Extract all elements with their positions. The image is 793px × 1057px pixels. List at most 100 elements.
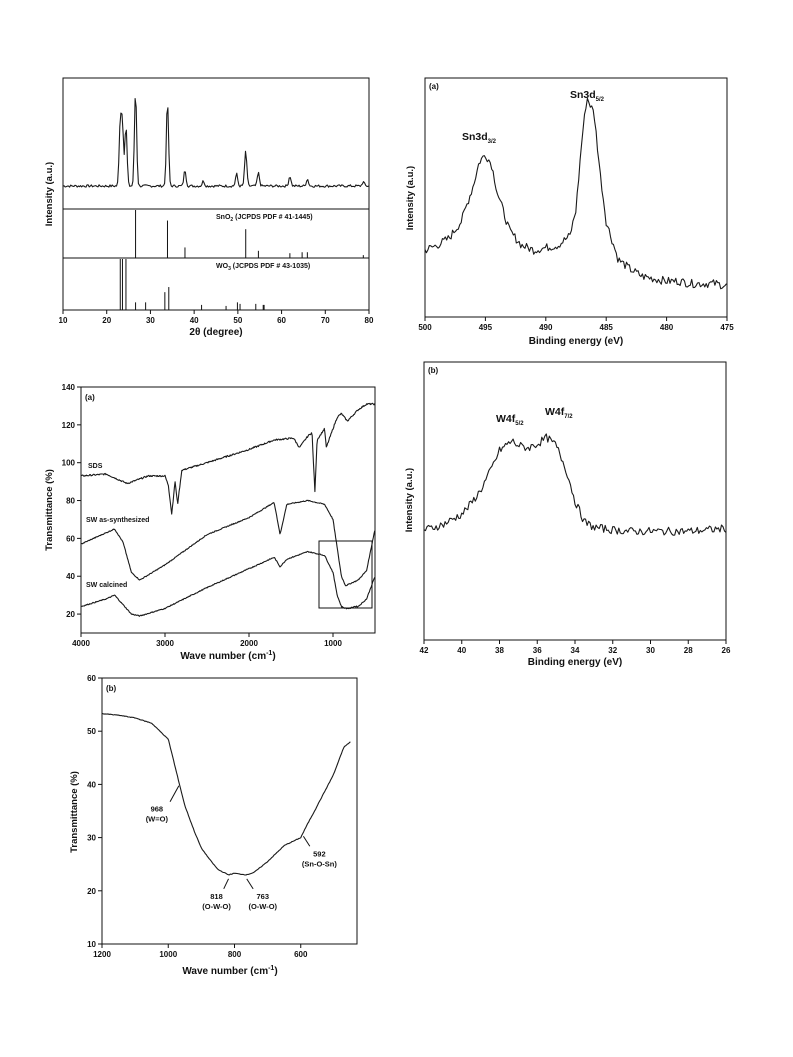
xrd-x-tick-label: 50 xyxy=(233,316,242,325)
xrd-x-axis-label: 2θ (degree) xyxy=(189,327,242,338)
ftir-b-y-ticks: 10 20 30 40 50 60 xyxy=(87,674,102,949)
sw-as-synthesized-series-label: SW as-synthesized xyxy=(86,517,149,524)
annotation-leader xyxy=(169,785,180,802)
w4f-x-tick-label: 42 xyxy=(420,646,429,655)
ftir-b-x-tick-label: 600 xyxy=(294,950,308,959)
ftir-b-y-tick-label: 30 xyxy=(87,834,96,843)
w4f-spectrum-line xyxy=(423,433,727,536)
w4f-x-tick-label: 38 xyxy=(495,646,504,655)
annotation-assignment: (O-W-O) xyxy=(248,902,277,911)
ftir-b-x-ticks: 1200 1000 800 600 xyxy=(93,944,308,959)
xrd-y-axis-label: Intensity (a.u.) xyxy=(44,162,55,226)
sn3d-5-2-peak-label: Sn3d5/2 xyxy=(570,89,605,103)
xps-sn3d-panel: (a) Sn3d3/2 Sn3d5/2 500 495 490 485 480 475 B… xyxy=(405,77,734,347)
xrd-x-tick-label: 80 xyxy=(365,316,374,325)
ftir-a-x-tick-label: 2000 xyxy=(240,639,258,648)
sn3d-x-tick-label: 485 xyxy=(600,323,614,332)
ftir-a-x-ticks: 4000 3000 2000 1000 xyxy=(72,633,342,648)
ftir-zoom-box xyxy=(318,540,373,609)
ftir-b-annotations: 968(W=O)818(O-W-O)763(O-W-O)592(Sn-O-Sn) xyxy=(146,785,337,911)
ftir-a-x-tick-label: 1000 xyxy=(324,639,342,648)
w4f-x-axis-label: Binding energy (eV) xyxy=(528,657,622,668)
ftir-b-y-tick-label: 10 xyxy=(87,940,96,949)
w4f-5-2-peak-label: W4f5/2 xyxy=(496,413,524,427)
ftir-a-x-tick-label: 3000 xyxy=(156,639,174,648)
ftir-a-y-tick-label: 100 xyxy=(62,459,76,468)
ftir-a-panel-label: (a) xyxy=(85,393,95,402)
ftir-a-y-tick-label: 20 xyxy=(66,610,75,619)
annotation-assignment: (W=O) xyxy=(146,815,169,824)
w4f-x-tick-label: 26 xyxy=(722,646,731,655)
xps-w4f-plot-frame xyxy=(423,361,727,641)
annotation-assignment: (O-W-O) xyxy=(202,902,231,911)
annotation-wavenumber: 968 xyxy=(151,805,164,814)
ftir-b-y-tick-label: 20 xyxy=(87,887,96,896)
ftir-a-x-axis-label: Wave number (cm-1) xyxy=(180,650,275,662)
w4f-x-ticks: 42 40 38 36 34 32 30 28 26 xyxy=(420,640,731,655)
sn3d-x-tick-label: 500 xyxy=(418,323,432,332)
sds-spectrum-line xyxy=(80,402,376,515)
annotation-assignment: (Sn-O-Sn) xyxy=(302,859,337,868)
annotation-leader xyxy=(223,878,229,890)
w4f-x-tick-label: 30 xyxy=(646,646,655,655)
ftir-b-spectrum-line xyxy=(101,712,351,876)
ftir-b-y-tick-label: 60 xyxy=(87,674,96,683)
w4f-x-tick-label: 36 xyxy=(533,646,542,655)
sn3d-x-axis-label: Binding energy (eV) xyxy=(529,336,623,347)
ftir-a-x-tick-label: 4000 xyxy=(72,639,90,648)
ftir-b-x-axis-label: Wave number (cm-1) xyxy=(182,965,277,977)
xps-w4f-panel-label: (b) xyxy=(428,366,439,375)
ftir-b-panel-label: (b) xyxy=(106,684,117,693)
ftir-b-y-tick-label: 40 xyxy=(87,780,96,789)
w4f-x-tick-label: 28 xyxy=(684,646,693,655)
sn3d-x-tick-label: 490 xyxy=(539,323,553,332)
ftir-a-plot-frame xyxy=(80,386,376,634)
ftir-b-y-tick-label: 50 xyxy=(87,727,96,736)
w4f-x-tick-label: 40 xyxy=(457,646,466,655)
xrd-x-tick-label: 20 xyxy=(102,316,111,325)
ftir-a-panel: (a) SDS SW as-synthesized SW calcined 40… xyxy=(44,383,376,662)
annotation-wavenumber: 818 xyxy=(210,892,223,901)
ftir-a-y-axis-label: Transmittance (%) xyxy=(44,469,55,551)
sn3d-x-ticks: 500 495 490 485 480 475 xyxy=(418,317,734,332)
sw-as-synthesized-spectrum-line xyxy=(80,499,376,587)
sn3d-x-tick-label: 475 xyxy=(720,323,734,332)
xrd-x-tick-label: 40 xyxy=(190,316,199,325)
xrd-x-tick-label: 30 xyxy=(146,316,155,325)
ftir-b-x-tick-label: 1000 xyxy=(159,950,177,959)
ftir-a-y-tick-label: 120 xyxy=(62,421,76,430)
xrd-x-ticks: 10 20 30 40 50 60 70 80 xyxy=(59,310,374,325)
ftir-a-y-tick-label: 40 xyxy=(66,572,75,581)
w4f-7-2-peak-label: W4f7/2 xyxy=(545,406,573,420)
sno2-reference-sticks xyxy=(135,210,364,258)
sno2-reference-label: SnO2 (JCPDS PDF # 41-1445) xyxy=(216,214,313,223)
annotation-leader xyxy=(302,836,311,847)
annotation-leader xyxy=(246,878,254,890)
wo3-reference-sticks xyxy=(119,259,265,310)
sn3d-x-tick-label: 480 xyxy=(660,323,674,332)
annotation-wavenumber: 763 xyxy=(256,892,269,901)
xrd-x-tick-label: 70 xyxy=(321,316,330,325)
sw-calcined-spectrum-line xyxy=(80,550,376,617)
sds-series-label: SDS xyxy=(88,463,103,470)
xrd-panel: SnO2 (JCPDS PDF # 41-1445) WO3 (JCPDS PD… xyxy=(44,77,374,338)
sn3d-spectrum-line xyxy=(424,97,727,290)
ftir-b-plot-frame xyxy=(101,677,358,945)
xrd-plot-frame xyxy=(62,77,370,311)
ftir-a-y-tick-label: 80 xyxy=(66,497,75,506)
wo3-reference-label: WO3 (JCPDS PDF # 43-1035) xyxy=(216,263,310,272)
ftir-a-y-tick-label: 60 xyxy=(66,534,75,543)
xrd-pattern-line xyxy=(62,98,370,188)
annotation-wavenumber: 592 xyxy=(313,849,326,858)
w4f-x-tick-label: 32 xyxy=(608,646,617,655)
ftir-b-x-tick-label: 800 xyxy=(228,950,242,959)
sw-calcined-series-label: SW calcined xyxy=(86,582,127,589)
xrd-x-tick-label: 10 xyxy=(59,316,68,325)
xps-sn3d-plot-frame xyxy=(424,77,728,318)
xrd-x-tick-label: 60 xyxy=(277,316,286,325)
ftir-b-y-axis-label: Transmittance (%) xyxy=(69,771,80,853)
sn3d-x-tick-label: 495 xyxy=(479,323,493,332)
ftir-b-x-tick-label: 1200 xyxy=(93,950,111,959)
ftir-a-y-ticks: 20 40 60 80 100 120 140 xyxy=(62,383,81,619)
ftir-b-panel: (b) 968(W=O)818(O-W-O)763(O-W-O)592(Sn-O… xyxy=(69,674,358,977)
